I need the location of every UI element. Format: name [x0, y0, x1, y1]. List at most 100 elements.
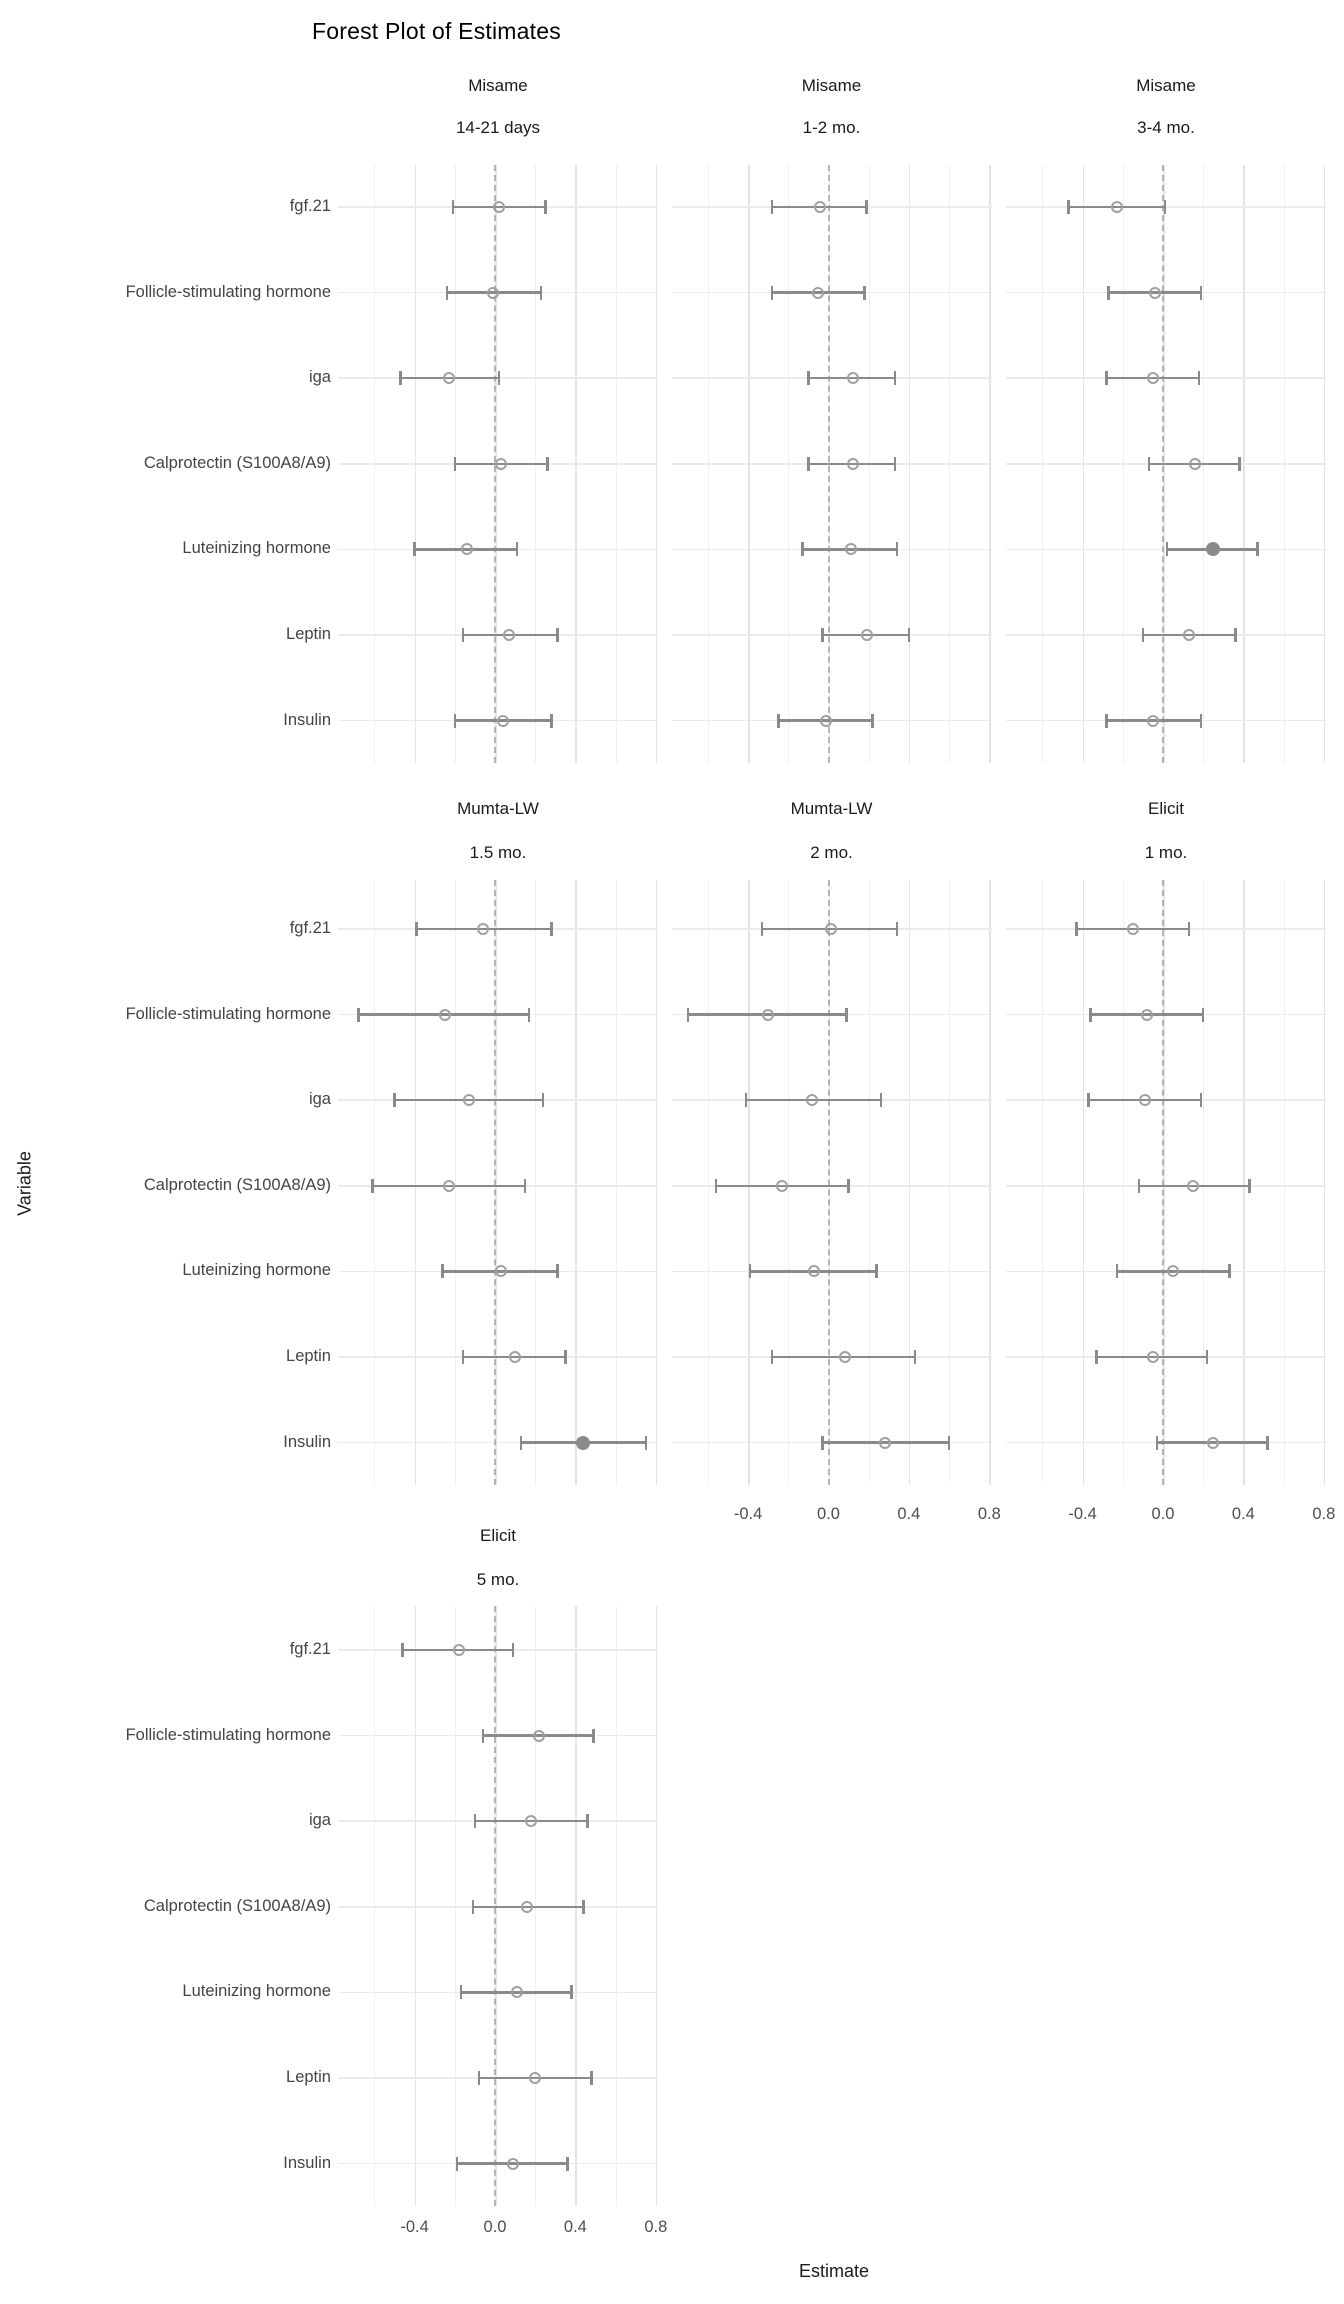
- ci-cap-upper: [544, 200, 547, 214]
- facet-strip-time: 14-21 days: [455, 118, 541, 137]
- point-estimate: [1140, 1008, 1153, 1021]
- ci-cap-lower: [807, 371, 810, 386]
- variable-label: Insulin: [283, 710, 331, 729]
- ci-cap-upper: [865, 200, 868, 214]
- point-estimate: [838, 1351, 851, 1363]
- gridline-vertical: [868, 880, 870, 1485]
- ci-cap-upper: [1187, 922, 1191, 936]
- variable-label: Follicle-stimulating hormone: [125, 1004, 331, 1023]
- facet-strip-study: Elicit: [480, 1526, 516, 1545]
- x-tick-label: 0.4: [897, 1505, 921, 1523]
- point-estimate: [1148, 286, 1161, 299]
- ci-cap-lower: [1107, 285, 1110, 300]
- ci-cap-upper: [515, 542, 519, 557]
- gridline-vertical: [748, 880, 750, 1485]
- point-estimate: [846, 372, 859, 385]
- point-estimate: [497, 714, 510, 727]
- ci-cap-lower: [1141, 628, 1145, 642]
- point-estimate: [814, 201, 827, 213]
- ci-cap-upper: [1238, 456, 1241, 471]
- ci-cap-lower: [445, 285, 448, 300]
- gridline-vertical: [575, 880, 577, 1485]
- gridline-vertical: [615, 880, 617, 1485]
- point-estimate: [442, 372, 455, 385]
- ci-cap-upper: [947, 1435, 951, 1450]
- point-estimate: [442, 1179, 455, 1192]
- ci-cap-lower: [1105, 713, 1108, 728]
- gridline-vertical: [989, 880, 991, 1485]
- ci-cap-lower: [686, 1007, 690, 1022]
- variable-label: Follicle-stimulating hormone: [125, 282, 331, 301]
- point-estimate: [511, 1986, 524, 1999]
- ci-cap-lower: [481, 1728, 485, 1743]
- ci-cap-upper: [556, 1264, 559, 1279]
- ci-cap-lower: [777, 713, 780, 728]
- ci-cap-lower: [1089, 1007, 1092, 1022]
- ci-cap-upper: [875, 1264, 878, 1279]
- point-estimate: [525, 1815, 538, 1828]
- ci-cap-upper: [497, 371, 501, 386]
- ci-cap-upper: [541, 1093, 545, 1108]
- variable-label: iga: [308, 368, 331, 387]
- ci-cap-lower: [770, 200, 774, 214]
- gridline-vertical: [1323, 880, 1326, 1485]
- gridline-vertical: [615, 1606, 617, 2206]
- ci-cap-upper: [527, 1007, 531, 1022]
- ci-cap-upper: [550, 713, 553, 728]
- ci-cap-lower: [760, 922, 764, 936]
- point-estimate: [460, 543, 473, 556]
- ci-cap-lower: [453, 713, 457, 728]
- ci-cap-upper: [644, 1435, 647, 1450]
- variable-label: Calprotectin (S100A8/A9): [143, 1896, 331, 1915]
- gridline-vertical: [655, 1606, 658, 2206]
- ci-cap-lower: [459, 1985, 463, 2000]
- ci-cap-upper: [1163, 200, 1167, 214]
- x-tick-label: 0.0: [483, 2218, 507, 2236]
- point-estimate: [1138, 1094, 1151, 1107]
- ci-cap-lower: [477, 2071, 481, 2085]
- point-estimate: [521, 1900, 534, 1913]
- point-estimate: [495, 457, 508, 470]
- ci-cap-upper: [590, 2071, 593, 2085]
- ci-cap-lower: [401, 1643, 404, 1657]
- ci-cap-lower: [801, 542, 804, 557]
- ci-cap-lower: [451, 200, 455, 214]
- gridline-vertical: [1283, 880, 1285, 1485]
- facet-strip-study: Misame: [801, 76, 862, 95]
- ci-cap-upper: [582, 1899, 585, 1914]
- point-estimate: [452, 1644, 465, 1656]
- point-estimate: [878, 1436, 891, 1449]
- variable-label: Calprotectin (S100A8/A9): [143, 1175, 331, 1194]
- variable-label: Leptin: [286, 625, 331, 643]
- ci-cap-lower: [1155, 1435, 1159, 1450]
- point-estimate: [806, 1094, 819, 1107]
- point-estimate: [1167, 1265, 1180, 1278]
- x-axis-title: Estimate: [798, 2261, 870, 2281]
- facet-strip-time: 1.5 mo.: [469, 843, 527, 862]
- point-estimate: [509, 1351, 522, 1363]
- ci-cap-upper: [523, 1178, 527, 1193]
- point-estimate: [507, 2157, 520, 2170]
- facet-strip-study: Elicit: [1148, 799, 1184, 818]
- point-estimate: [495, 1265, 508, 1278]
- ci-cap-lower: [821, 1435, 824, 1450]
- ci-cap-lower: [744, 1093, 748, 1108]
- ci-cap-upper: [550, 922, 553, 936]
- point-estimate: [529, 2072, 542, 2084]
- ci-cap-upper: [570, 1985, 573, 2000]
- ci-cap-upper: [847, 1178, 850, 1193]
- variable-label: Luteinizing hormone: [182, 1982, 331, 2001]
- ci-cap-lower: [1075, 922, 1078, 936]
- point-estimate-significant: [576, 1435, 591, 1450]
- ci-cap-lower: [413, 542, 416, 557]
- facet-strip-time: 5 mo.: [476, 1570, 520, 1589]
- variable-label: iga: [308, 1090, 331, 1109]
- ci-cap-lower: [770, 1350, 774, 1364]
- gridline-vertical: [1203, 880, 1205, 1485]
- variable-label: Leptin: [286, 2068, 331, 2086]
- ci-cap-lower: [807, 456, 810, 471]
- facet-strip-time: 1 mo.: [1144, 843, 1188, 862]
- variable-label: Luteinizing hormone: [182, 539, 331, 558]
- point-estimate: [1189, 457, 1202, 470]
- ci-cap-lower: [1095, 1350, 1098, 1364]
